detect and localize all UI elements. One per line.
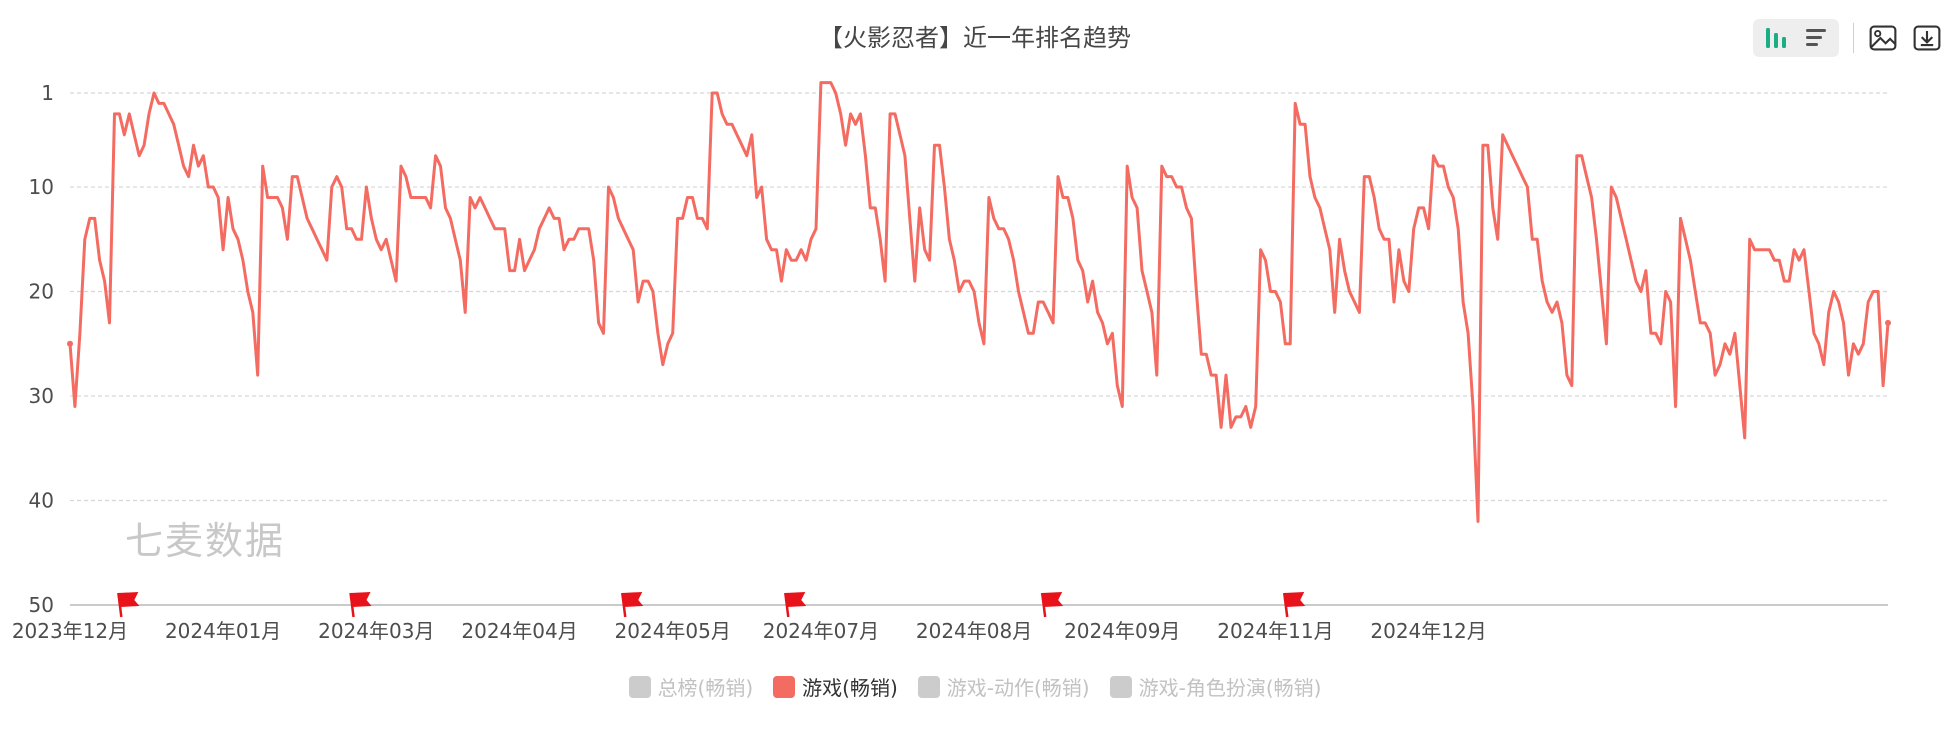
flag-icon [784,592,807,618]
data-point [1885,319,1891,326]
grid-layer [70,92,1888,502]
legend-label: 游戏-角色扮演(畅销) [1138,676,1322,700]
legend-item-games-rpg[interactable]: 游戏-角色扮演(畅销) [1109,672,1322,701]
x-tick-label: 2024年12月 [1370,619,1486,643]
watermark: 七麦数据 [125,519,286,563]
legend-item-games-action[interactable]: 游戏-动作(畅销) [917,672,1090,701]
x-tick-label: 2024年08月 [916,619,1032,643]
legend-label: 游戏(畅销) [802,676,898,700]
flag-cloth [1284,592,1306,607]
flag-icon [117,592,140,618]
flag-pole [784,592,790,618]
flag-cloth [1042,592,1064,607]
x-tick-label: 2024年03月 [318,619,434,643]
y-tick-label: 1 [41,81,54,105]
legend-swatch [917,675,940,698]
y-tick-label: 40 [29,489,54,513]
flag-pole [349,592,355,618]
flag-cloth [118,592,140,607]
y-tick-label: 10 [29,175,54,199]
legend-item-total[interactable]: 总榜(畅销) [628,672,754,701]
series-line-games [68,81,1890,523]
flag-cloth [785,592,807,607]
legend-swatch [773,675,796,698]
series-layer [67,81,1891,523]
x-tick-label: 2023年12月 [12,619,128,643]
view-toggle-group [1753,19,1839,57]
download-icon[interactable] [1912,23,1942,53]
y-tick-label: 30 [29,384,54,408]
data-point [67,340,73,347]
x-tick-label: 2024年05月 [615,619,731,643]
legend-label: 总榜(畅销) [657,676,754,700]
flag-icon [1282,592,1306,618]
legend: 总榜(畅销) 游戏(畅销) 游戏-动作(畅销) 游戏-角色扮演(畅销) [0,672,1950,701]
flag-pole [1282,592,1289,618]
legend-swatch [1109,675,1132,698]
flag-icon [621,592,644,618]
x-tick-label: 2024年07月 [763,619,879,643]
toolbar-separator [1853,23,1854,53]
x-tick-label: 2024年01月 [165,619,281,643]
bar-chart-icon[interactable] [1761,23,1791,53]
legend-label: 游戏-动作(畅销) [946,676,1090,700]
flag-pole [1040,592,1047,618]
flag-icon [349,592,372,618]
flag-cloth [350,592,372,607]
flag-cloth [622,592,644,607]
flag-icon [1040,592,1064,618]
flag-pole [117,592,123,618]
legend-item-games[interactable]: 游戏(畅销) [773,672,898,701]
y-tick-label: 20 [29,280,54,304]
list-icon[interactable] [1801,23,1831,53]
chart-title: 【火影忍者】近一年排名趋势 [819,24,1131,52]
image-icon[interactable] [1868,23,1898,53]
x-tick-label: 2024年11月 [1217,619,1333,643]
x-tick-label: 2024年09月 [1064,619,1180,643]
x-tick-label: 2024年04月 [461,619,577,643]
flag-layer [117,592,1306,618]
y-tick-label: 50 [29,593,54,617]
flag-pole [621,592,627,618]
legend-swatch [628,675,651,698]
chart-toolbar [1753,16,1942,60]
